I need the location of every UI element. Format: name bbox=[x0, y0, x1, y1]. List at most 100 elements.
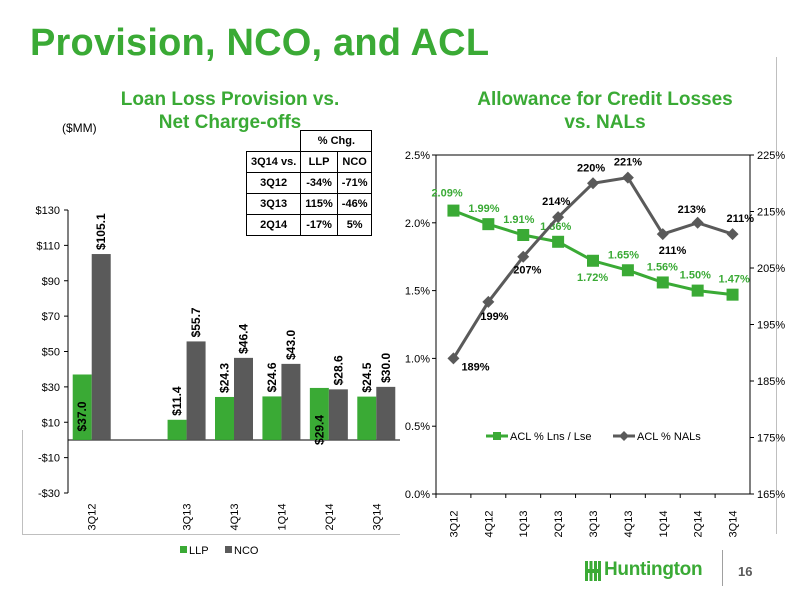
y-tick-label: $10 bbox=[42, 417, 60, 429]
y-right-tick-label: 185% bbox=[757, 376, 785, 388]
bar-nco bbox=[328, 389, 348, 440]
line-data-label: 1.47% bbox=[719, 274, 750, 286]
table-cell: 5% bbox=[336, 214, 373, 236]
marker-square bbox=[587, 254, 599, 267]
right-chart-title: Allowance for Credit Losses vs. NALs bbox=[455, 88, 755, 134]
legend-label: ACL % Lns / Lse bbox=[510, 431, 592, 443]
x-tick-label: 3Q13 bbox=[182, 504, 194, 531]
line-data-label: 1.91% bbox=[503, 214, 534, 226]
right-chart-title-line1: Allowance for Credit Losses bbox=[477, 89, 733, 110]
left-chart-title: Loan Loss Provision vs. Net Charge-offs bbox=[80, 88, 380, 134]
marker-square bbox=[621, 264, 634, 277]
y-right-tick-label: 175% bbox=[757, 433, 785, 445]
x-tick-label: 3Q13 bbox=[588, 511, 600, 538]
bar-data-label: $24.5 bbox=[360, 362, 374, 392]
table-column-header: LLP bbox=[300, 151, 338, 173]
table-column-header: 3Q14 vs. bbox=[245, 151, 302, 173]
bar-data-label: $55.7 bbox=[189, 307, 203, 337]
bar-llp bbox=[167, 419, 187, 440]
y-tick-label: $110 bbox=[36, 240, 60, 252]
x-tick-label: 4Q13 bbox=[229, 504, 241, 531]
marker-diamond bbox=[482, 295, 495, 308]
table-column-header: NCO bbox=[336, 151, 373, 173]
bar-nco bbox=[234, 357, 253, 440]
table-cell: -46% bbox=[336, 193, 373, 215]
marker-square bbox=[517, 229, 530, 242]
slide-divider-left bbox=[22, 430, 23, 534]
y-left-tick-label: 0.0% bbox=[405, 489, 430, 501]
marker-square bbox=[482, 218, 495, 231]
y-tick-label: -$10 bbox=[38, 453, 60, 465]
huntington-logo-icon bbox=[585, 561, 601, 581]
left-chart-title-line1: Loan Loss Provision vs. bbox=[120, 89, 340, 110]
bar-llp bbox=[262, 396, 282, 440]
line-data-label: 1.50% bbox=[680, 270, 711, 282]
x-tick-label: 3Q14 bbox=[371, 504, 383, 531]
line-data-label: 199% bbox=[480, 311, 508, 323]
marker-diamond bbox=[726, 228, 739, 241]
slide-divider-bottom bbox=[22, 534, 400, 535]
table-row: 3Q12 -34% -71% bbox=[245, 172, 373, 194]
bar-llp bbox=[357, 396, 377, 440]
y-right-tick-label: 215% bbox=[757, 207, 785, 219]
marker-square bbox=[447, 204, 460, 217]
line-data-label: 1.56% bbox=[647, 261, 678, 273]
y-tick-label: $90 bbox=[42, 276, 60, 288]
x-tick-label: 4Q12 bbox=[483, 511, 495, 538]
y-left-tick-label: 2.5% bbox=[405, 150, 430, 162]
legend-label: NCO bbox=[234, 545, 259, 557]
bar-llp bbox=[215, 396, 234, 440]
bar-llp bbox=[72, 374, 92, 440]
y-left-tick-label: 2.0% bbox=[405, 218, 430, 230]
x-tick-label: 2Q13 bbox=[553, 511, 565, 538]
marker-diamond bbox=[621, 171, 634, 184]
brand-wordmark: Huntington bbox=[604, 559, 703, 580]
marker-diamond bbox=[552, 211, 565, 224]
legend-swatch bbox=[225, 546, 232, 553]
line-data-label: 214% bbox=[542, 196, 570, 208]
y-tick-label: $70 bbox=[42, 311, 60, 323]
bar-llp bbox=[309, 387, 329, 440]
slide-divider-right bbox=[776, 57, 777, 534]
table-cell: 2Q14 bbox=[245, 214, 302, 236]
legend-marker-square bbox=[493, 432, 501, 440]
marker-diamond bbox=[447, 352, 460, 365]
y-tick-label: $50 bbox=[42, 347, 60, 359]
marker-diamond bbox=[691, 216, 704, 229]
bar-data-label: $30.0 bbox=[379, 353, 393, 383]
marker-square bbox=[656, 276, 669, 289]
line-data-label: 1.99% bbox=[468, 203, 499, 215]
left-chart-title-line2: Net Charge-offs bbox=[158, 112, 302, 133]
x-tick-label: 2Q14 bbox=[693, 511, 705, 538]
x-tick-label: 1Q14 bbox=[276, 504, 288, 531]
line-data-label: 220% bbox=[577, 162, 605, 174]
page-number: 16 bbox=[738, 564, 753, 579]
line-data-label: 213% bbox=[678, 204, 706, 216]
bar-data-label: $37.0 bbox=[75, 401, 89, 431]
y-tick-label: $30 bbox=[42, 382, 60, 394]
line-data-label: 207% bbox=[513, 265, 541, 277]
bar-data-label: $43.0 bbox=[284, 330, 298, 360]
line-data-label: 2.09% bbox=[431, 188, 462, 200]
marker-square bbox=[726, 288, 739, 301]
legend-marker-diamond bbox=[619, 431, 629, 441]
bar-data-label: $105.1 bbox=[94, 213, 108, 250]
line-data-label: 1.65% bbox=[608, 249, 639, 261]
x-tick-label: 1Q13 bbox=[518, 511, 530, 538]
legend-label: LLP bbox=[189, 545, 209, 557]
unit-label: ($MM) bbox=[62, 121, 97, 135]
right-chart-title-line2: vs. NALs bbox=[564, 112, 646, 133]
slide-title: Provision, NCO, and ACL bbox=[30, 22, 490, 64]
legend-swatch bbox=[180, 546, 187, 553]
line-data-label: 1.72% bbox=[577, 272, 608, 284]
y-right-tick-label: 165% bbox=[757, 489, 785, 501]
marker-square bbox=[691, 284, 704, 297]
x-tick-label: 2Q14 bbox=[324, 504, 336, 531]
y-right-tick-label: 225% bbox=[757, 150, 785, 162]
y-tick-label: -$30 bbox=[38, 488, 60, 500]
bar-nco bbox=[91, 254, 111, 440]
line-data-label: 211% bbox=[727, 213, 755, 225]
marker-square bbox=[552, 235, 565, 248]
line-data-label: 221% bbox=[614, 157, 642, 169]
x-tick-label: 1Q14 bbox=[658, 511, 670, 538]
